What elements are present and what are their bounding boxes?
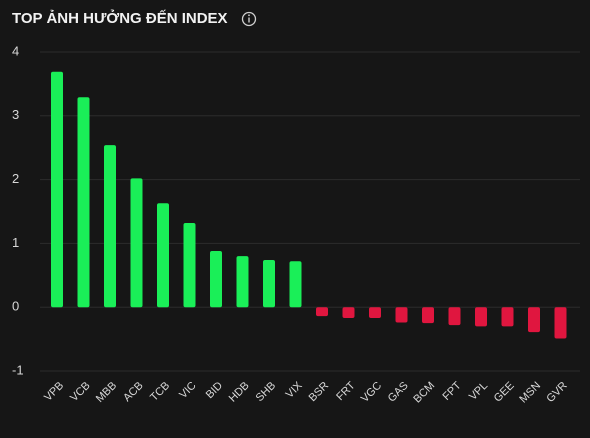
bar (395, 307, 408, 323)
bar (316, 307, 328, 317)
bar (289, 261, 302, 308)
bar (77, 97, 90, 308)
y-tick-label: 1 (12, 235, 19, 250)
bar (263, 259, 275, 308)
bar (130, 178, 143, 308)
y-tick-label: 0 (12, 299, 19, 314)
bar (51, 71, 63, 308)
y-tick-label: -1 (12, 362, 24, 377)
bar (157, 203, 169, 308)
bar (369, 307, 381, 319)
bar (528, 307, 540, 333)
bar (210, 251, 222, 308)
y-tick-label: 4 (12, 43, 19, 58)
bar (448, 307, 461, 326)
bar (104, 145, 116, 308)
chart-title: TOP ẢNH HƯỞNG ĐẾN INDEX (12, 9, 228, 27)
bar (554, 307, 567, 339)
bar (422, 307, 434, 324)
bar (183, 222, 196, 308)
y-tick-label: 2 (12, 171, 19, 186)
bar (236, 256, 249, 308)
bar (501, 307, 514, 327)
info-icon[interactable] (241, 11, 257, 27)
bar (475, 307, 487, 327)
bar (342, 307, 355, 319)
y-tick-label: 3 (12, 107, 19, 122)
